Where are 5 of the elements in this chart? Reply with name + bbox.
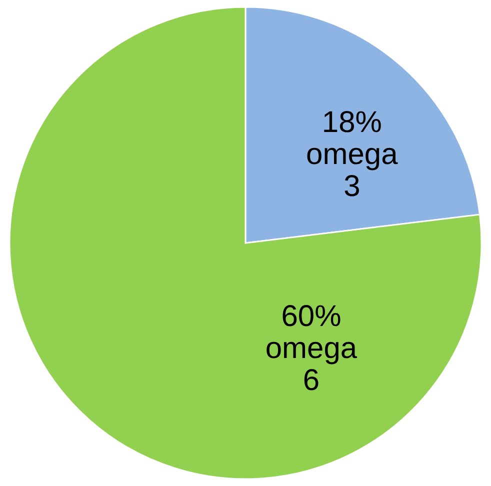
slice-label: omega 3 bbox=[306, 138, 398, 203]
slice-label: omega 6 bbox=[265, 332, 358, 398]
data-label: 60% bbox=[281, 300, 342, 334]
data-label: 18% bbox=[322, 106, 382, 139]
pie-slice bbox=[8, 6, 482, 480]
